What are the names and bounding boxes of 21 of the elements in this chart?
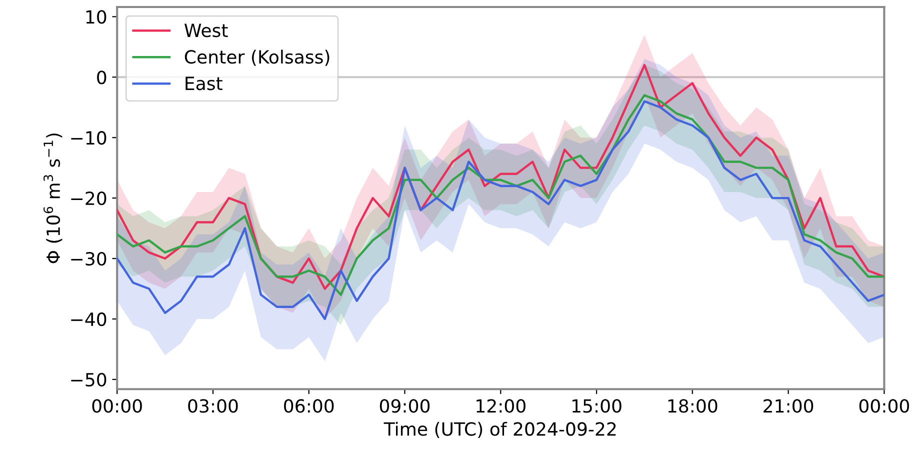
x-tick-label: 09:00	[380, 399, 430, 413]
x-tick-label: 21:00	[764, 399, 814, 413]
y-tick-label: −20	[71, 192, 106, 206]
y-axis-title: Φ (10$^{6}$ m$^{3}$ s$^{−1}$)	[44, 134, 62, 264]
x-tick-label: 15:00	[572, 399, 622, 413]
legend-label: West	[184, 24, 228, 38]
x-tick-label: 00:00	[92, 399, 142, 413]
y-tick-label: −10	[71, 131, 106, 145]
y-tick-label: −30	[71, 252, 106, 266]
x-axis-title: Time (UTC) of 2024-09-22	[384, 422, 616, 438]
y-tick-label: −40	[71, 312, 106, 326]
y-tick-label: −50	[71, 372, 106, 387]
x-tick-label: 12:00	[476, 399, 526, 413]
x-tick-label: 06:00	[284, 399, 334, 413]
y-tick-label: 0	[97, 70, 106, 84]
x-tick-label: 03:00	[188, 399, 238, 413]
x-tick-label: 00:00	[859, 399, 910, 413]
y-tick-label: 10	[86, 10, 106, 24]
x-tick-label: 18:00	[668, 399, 718, 413]
legend-label: Center (Kolsass)	[184, 50, 330, 66]
legend-label: East	[186, 76, 222, 90]
